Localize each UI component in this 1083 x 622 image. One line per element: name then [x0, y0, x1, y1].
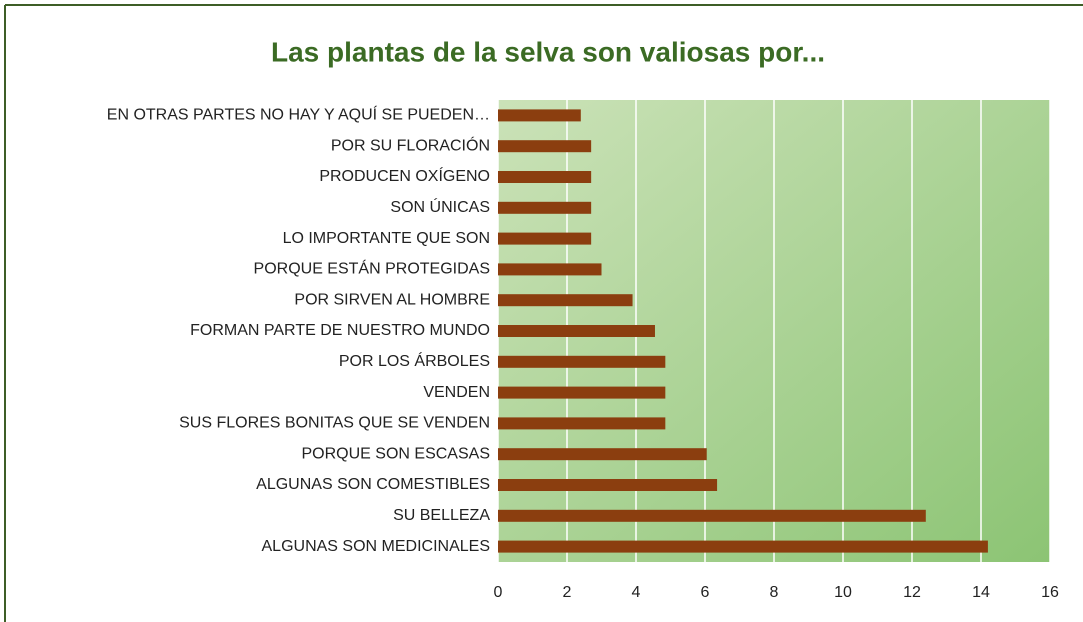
- x-tick-label: 14: [972, 584, 990, 601]
- x-tick-label: 0: [494, 584, 503, 601]
- bar: [498, 109, 581, 122]
- bar: [498, 232, 592, 245]
- x-tick-label: 2: [563, 584, 572, 601]
- x-tick-label: 12: [903, 584, 921, 601]
- bar: [498, 294, 633, 307]
- bar: [498, 140, 592, 153]
- y-tick-label: PRODUCEN OXÍGENO: [319, 166, 490, 185]
- y-tick-label: POR SU FLORACIÓN: [331, 135, 490, 154]
- x-tick-label: 16: [1041, 584, 1059, 601]
- bar: [498, 263, 602, 276]
- y-tick-label: PORQUE ESTÁN PROTEGIDAS: [254, 259, 490, 278]
- y-tick-label: ALGUNAS SON MEDICINALES: [262, 538, 491, 555]
- bar: [498, 448, 707, 461]
- y-tick-label: FORMAN PARTE DE NUESTRO MUNDO: [190, 322, 490, 339]
- y-tick-label: SUS FLORES BONITAS QUE SE VENDEN: [179, 415, 490, 432]
- bar: [498, 479, 718, 491]
- x-tick-label: 6: [701, 584, 710, 601]
- chart-title: Las plantas de la selva son valiosas por…: [271, 36, 825, 67]
- bar: [498, 509, 926, 522]
- x-tick-label: 8: [770, 584, 779, 601]
- y-tick-label: SU BELLEZA: [393, 507, 490, 524]
- x-tick-label: 4: [632, 584, 641, 601]
- y-tick-label: EN OTRAS PARTES NO HAY Y AQUÍ SE PUEDEN…: [107, 105, 490, 124]
- x-tick-label: 10: [834, 584, 852, 601]
- bar: [498, 540, 988, 553]
- y-tick-label: POR LOS ÁRBOLES: [339, 351, 490, 370]
- y-tick-label: POR SIRVEN AL HOMBRE: [294, 291, 490, 308]
- y-tick-label: ALGUNAS SON COMESTIBLES: [256, 476, 490, 493]
- y-tick-label: LO IMPORTANTE QUE SON: [283, 230, 490, 247]
- bar: [498, 417, 666, 430]
- y-tick-label: VENDEN: [423, 384, 490, 401]
- bar: [498, 325, 655, 337]
- y-tick-label: PORQUE SON ESCASAS: [302, 445, 491, 462]
- bar: [498, 171, 592, 183]
- bar: [498, 201, 592, 214]
- y-tick-label: SON ÚNICAS: [390, 197, 490, 216]
- bar: [498, 355, 666, 368]
- bar: [498, 386, 666, 399]
